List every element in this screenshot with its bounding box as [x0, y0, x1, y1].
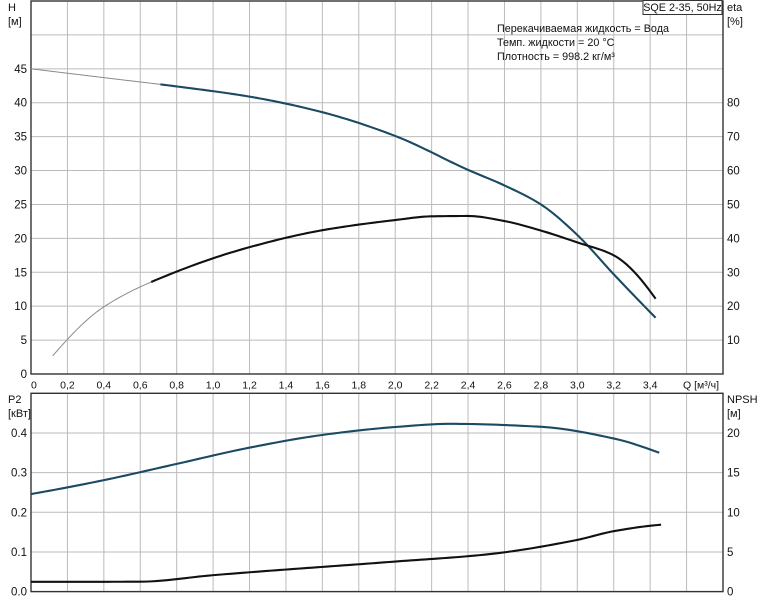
- svg-text:40: 40: [14, 98, 27, 110]
- svg-text:0: 0: [31, 379, 37, 391]
- svg-text:SQE 2-35, 50Hz: SQE 2-35, 50Hz: [643, 2, 722, 14]
- svg-text:2,8: 2,8: [534, 379, 549, 391]
- svg-text:2,4: 2,4: [461, 379, 476, 391]
- svg-text:NPSH: NPSH: [727, 394, 758, 406]
- svg-text:30: 30: [14, 166, 27, 178]
- svg-text:20: 20: [14, 233, 27, 245]
- svg-text:0: 0: [727, 587, 733, 599]
- svg-text:Плотность = 998.2 кг/м³: Плотность = 998.2 кг/м³: [497, 51, 615, 63]
- svg-text:35: 35: [14, 132, 27, 144]
- svg-text:1,6: 1,6: [315, 379, 330, 391]
- svg-text:2,6: 2,6: [497, 379, 512, 391]
- svg-text:80: 80: [727, 98, 740, 110]
- svg-text:50: 50: [727, 199, 740, 211]
- svg-text:25: 25: [14, 199, 27, 211]
- svg-text:10: 10: [727, 507, 740, 519]
- svg-text:1,8: 1,8: [351, 379, 366, 391]
- svg-text:Перекачиваемая жидкость = Вода: Перекачиваемая жидкость = Вода: [497, 23, 669, 35]
- svg-text:3,0: 3,0: [570, 379, 585, 391]
- svg-text:[м]: [м]: [8, 16, 22, 28]
- svg-text:Темп. жидкости = 20 °C: Темп. жидкости = 20 °C: [497, 37, 615, 49]
- svg-text:2,0: 2,0: [388, 379, 403, 391]
- svg-text:20: 20: [727, 428, 740, 440]
- svg-text:10: 10: [727, 335, 740, 347]
- svg-text:3,4: 3,4: [643, 379, 658, 391]
- svg-text:0.3: 0.3: [11, 468, 27, 480]
- svg-text:40: 40: [727, 233, 740, 245]
- svg-text:5: 5: [727, 547, 733, 559]
- svg-text:20: 20: [727, 301, 740, 313]
- svg-text:[м]: [м]: [727, 408, 741, 420]
- svg-text:0,6: 0,6: [133, 379, 148, 391]
- svg-text:10: 10: [14, 301, 27, 313]
- svg-text:0,8: 0,8: [169, 379, 184, 391]
- svg-text:H: H: [8, 2, 16, 14]
- svg-text:0,2: 0,2: [60, 379, 75, 391]
- svg-text:3,2: 3,2: [606, 379, 621, 391]
- svg-text:eta: eta: [727, 2, 743, 14]
- svg-text:30: 30: [727, 267, 740, 279]
- svg-text:[кВт]: [кВт]: [8, 408, 31, 420]
- svg-text:45: 45: [14, 64, 27, 76]
- svg-text:0,4: 0,4: [97, 379, 112, 391]
- svg-text:5: 5: [21, 335, 27, 347]
- svg-text:70: 70: [727, 132, 740, 144]
- svg-text:Q [м³/ч]: Q [м³/ч]: [683, 379, 719, 391]
- svg-text:1,4: 1,4: [279, 379, 294, 391]
- svg-text:0: 0: [21, 369, 27, 381]
- svg-text:0.0: 0.0: [11, 587, 27, 599]
- svg-text:[%]: [%]: [727, 16, 743, 28]
- svg-text:0.4: 0.4: [11, 428, 28, 440]
- svg-text:15: 15: [727, 468, 740, 480]
- svg-text:15: 15: [14, 267, 27, 279]
- svg-text:0.2: 0.2: [11, 507, 27, 519]
- svg-text:0.1: 0.1: [11, 547, 27, 559]
- svg-text:P2: P2: [8, 394, 21, 406]
- svg-text:60: 60: [727, 166, 740, 178]
- svg-text:1,2: 1,2: [242, 379, 257, 391]
- svg-text:1,0: 1,0: [206, 379, 221, 391]
- svg-text:2,2: 2,2: [424, 379, 439, 391]
